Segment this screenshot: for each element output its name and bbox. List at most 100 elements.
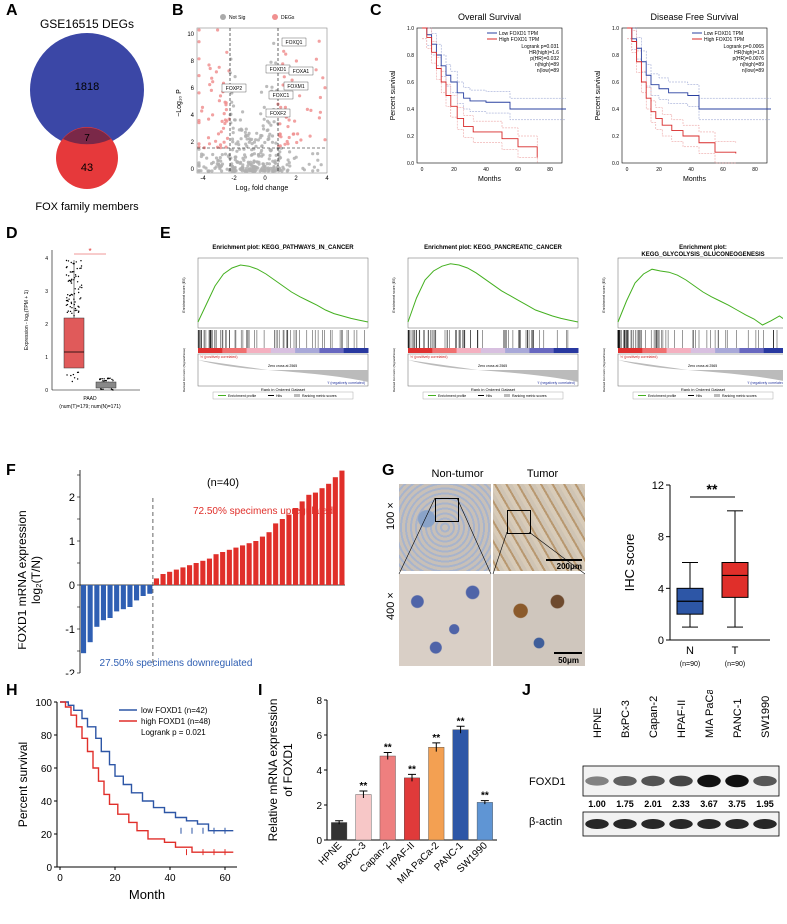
volcano-points	[197, 28, 327, 173]
km-ytick: 0.0	[612, 161, 619, 167]
volcano-point	[217, 65, 221, 69]
ihc-box-n: (n=90)	[680, 661, 700, 668]
volcano-point	[202, 146, 206, 150]
volcano-point	[209, 88, 213, 92]
panel-letter-b: B	[172, 2, 184, 19]
volcano-point	[261, 124, 265, 128]
volcano-point	[241, 156, 245, 160]
volcano-point	[207, 142, 212, 146]
boxd-point	[65, 274, 68, 276]
gsea-plot-pathways-in-cancer: Enrichment plot: KEGG_PATHWAYS_IN_CANCER…	[182, 245, 369, 400]
volcano-point	[247, 131, 251, 135]
gsea-pos-label: 'n' (positively correlated)	[200, 355, 238, 359]
gsea-legend-frame	[212, 391, 354, 400]
western-row-foxd1: FOXD1	[529, 776, 566, 788]
volcano-point	[221, 126, 226, 130]
km-ytick: 0.8	[612, 53, 619, 59]
volcano-ylabel: −Log₁₀ P	[176, 89, 183, 117]
legend-not-sig: Not Sig	[229, 15, 246, 21]
western-quant: 3.75	[728, 799, 746, 809]
waterfall-bar	[273, 523, 279, 585]
waterfall-bar	[87, 585, 93, 643]
waterfall-bar	[220, 552, 226, 585]
waterfall-bar	[319, 488, 325, 585]
gsea-color-bar	[618, 348, 643, 353]
gene-label-foxa1: FOXA1	[293, 69, 310, 75]
ihc-col-non-tumor: Non-tumor	[431, 468, 484, 480]
volcano-point	[197, 57, 201, 61]
volcano-point	[218, 143, 223, 147]
gsea-metric-area	[408, 360, 578, 382]
volcano-point	[287, 135, 291, 140]
volcano-ytick: 2	[191, 140, 195, 146]
gsea-legend-profile: Enrichment profile	[648, 394, 676, 398]
volcano-ytick: 10	[187, 32, 194, 38]
gsea-color-bar	[295, 348, 320, 353]
volcano-point	[206, 136, 211, 140]
gsea-legend-hits: Hits	[486, 394, 492, 398]
volcano-point	[231, 168, 235, 172]
western-band-actin	[669, 819, 693, 829]
volcano-xtick: 2	[294, 176, 298, 182]
km-ytick: 0.4	[612, 107, 619, 113]
waterfall-up-label: 72.50% specimens upregulated	[193, 506, 333, 517]
gsea-es-curve	[197, 264, 369, 323]
waterfall-bar	[180, 567, 186, 585]
gsea-color-bar	[432, 348, 458, 353]
panel-letter-e: E	[160, 225, 171, 242]
volcano-point	[250, 142, 254, 146]
gene-label-foxp2: FOXP2	[226, 86, 243, 92]
gsea-ylabel2: Ranked list metric (Signal2Noise)	[182, 348, 186, 392]
venn-overlap	[63, 127, 111, 145]
boxd-point	[69, 279, 71, 282]
western-lane-label: MIA PaCa-2	[704, 690, 716, 738]
volcano-point	[298, 94, 302, 98]
volcano-point	[288, 150, 292, 154]
volcano-xlabel: Log₂ fold change	[236, 185, 289, 192]
volcano-point	[267, 121, 271, 125]
bar-ytick: 4	[316, 766, 322, 777]
gsea-plot-pancreatic-cancer: Enrichment plot: KEGG_PANCREATIC_CANCER E…	[392, 245, 579, 400]
western-band-actin	[641, 819, 665, 829]
western-band-foxd1	[725, 774, 749, 788]
volcano-point	[224, 103, 228, 107]
western-quant: 2.01	[644, 799, 662, 809]
boxd-point	[112, 379, 114, 381]
waterfall-bar	[206, 558, 212, 585]
volcano-point	[296, 132, 300, 136]
gsea-pos-label: 'n' (positively correlated)	[620, 355, 658, 359]
volcano-point	[227, 168, 231, 172]
gsea-color-bar	[642, 348, 668, 353]
volcano-point	[211, 152, 215, 157]
volcano-point	[210, 76, 214, 80]
boxd-point	[71, 312, 73, 314]
gsea-ylabel: Enrichment score (ES)	[392, 277, 396, 312]
gsea-color-bar	[763, 348, 783, 353]
volcano-point	[225, 136, 230, 140]
waterfall-bar	[226, 549, 232, 585]
volcano-point	[261, 153, 265, 157]
volcano-point	[286, 125, 290, 129]
legend-not-sig-marker	[220, 14, 226, 20]
km-xtick: 60	[720, 167, 726, 173]
western-quant: 3.67	[700, 799, 718, 809]
boxd-point	[112, 389, 114, 391]
box-tumor	[63, 317, 85, 369]
km-ci-low-lower	[627, 38, 771, 121]
boxd-point	[73, 377, 76, 379]
gene-label-box	[268, 90, 294, 100]
gsea-legend-metric-swatch	[714, 394, 720, 397]
western-quant: 2.33	[672, 799, 690, 809]
bar-hpaf-ii	[404, 777, 420, 841]
volcano-point	[222, 140, 226, 144]
volcano-point	[292, 132, 296, 136]
venn-fox-circle	[56, 127, 118, 189]
gsea-xlabel: Rank in Ordered Dataset	[681, 387, 726, 392]
km-ylabel: Percent survival	[390, 70, 397, 120]
western-band-foxd1	[697, 774, 721, 788]
waterfall-bar	[200, 560, 206, 585]
volcano-point	[231, 104, 236, 108]
boxd-point	[70, 301, 73, 303]
volcano-point	[272, 120, 276, 124]
gsea-color-bar	[198, 348, 223, 353]
